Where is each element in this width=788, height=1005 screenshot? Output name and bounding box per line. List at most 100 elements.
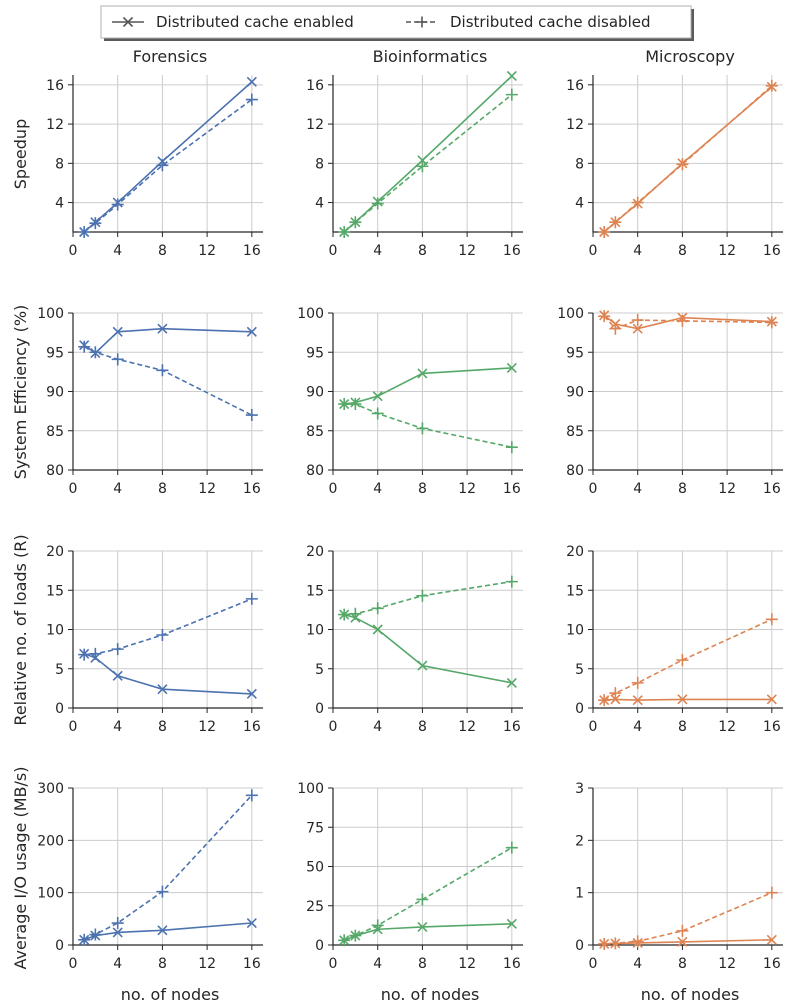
data-point-plus-marker — [631, 196, 644, 209]
data-point-plus-marker — [89, 217, 102, 230]
data-point-plus-marker — [598, 937, 611, 950]
data-point-plus-marker — [371, 602, 384, 615]
data-point-x-marker — [677, 936, 688, 947]
y-tick-label: 50 — [306, 860, 324, 876]
row-label-loads: Relative no. of loads (R) — [11, 534, 30, 725]
x-tick-label: 16 — [503, 481, 521, 497]
y-tick-label: 15 — [306, 583, 324, 599]
legend-enabled-label: Distributed cache enabled — [156, 13, 354, 31]
data-point-plus-marker — [78, 648, 91, 661]
x-tick-label: 4 — [113, 719, 122, 735]
data-point-plus-marker — [371, 197, 384, 210]
x-tick-label: 8 — [158, 481, 167, 497]
y-tick-label: 95 — [566, 345, 584, 361]
data-point-plus-marker — [598, 694, 611, 707]
data-point-plus-marker — [416, 893, 429, 906]
row-label-speedup: Speedup — [11, 119, 30, 189]
column-title-forensics: Forensics — [133, 47, 208, 66]
x-tick-label: 0 — [589, 719, 598, 735]
y-tick-label: 100 — [37, 886, 64, 902]
y-tick-label: 85 — [306, 424, 324, 440]
y-tick-label: 4 — [315, 196, 324, 212]
data-point-plus-marker — [676, 158, 689, 171]
x-tick-label: 0 — [69, 956, 78, 972]
x-tick-label: 8 — [678, 956, 687, 972]
x-tick-label: 8 — [418, 956, 427, 972]
data-point-x-marker — [632, 695, 643, 706]
data-point-plus-marker — [765, 886, 778, 899]
series-line-cache-disabled — [83, 346, 253, 416]
y-tick-label: 80 — [306, 463, 324, 479]
x-tick-label: 0 — [329, 481, 338, 497]
data-point-plus-marker — [156, 628, 169, 641]
y-tick-label: 12 — [566, 117, 584, 133]
data-point-plus-marker — [505, 441, 518, 454]
x-tick-label: 4 — [373, 243, 382, 259]
y-tick-label: 8 — [575, 156, 584, 172]
y-tick-label: 20 — [46, 544, 64, 560]
data-point-plus-marker — [765, 613, 778, 626]
data-point-x-marker — [246, 917, 257, 929]
legend-x-marker-icon — [122, 16, 134, 28]
data-point-x-marker — [372, 624, 383, 635]
x-tick-label: 4 — [373, 481, 382, 497]
series-line-cache-disabled — [344, 403, 512, 448]
panel-3-0: 0 4 8 12 16 0 100 200 300 — [37, 781, 263, 972]
y-tick-label: 5 — [55, 662, 64, 678]
x-tick-label: 12 — [198, 956, 216, 972]
x-tick-label: 0 — [589, 243, 598, 259]
x-tick-label: 4 — [373, 719, 382, 735]
y-tick-label: 100 — [297, 306, 324, 322]
x-tick-label: 16 — [763, 719, 781, 735]
data-point-x-marker — [610, 694, 621, 705]
y-tick-label: 85 — [46, 424, 64, 440]
y-tick-label: 5 — [575, 662, 584, 678]
data-point-x-marker — [506, 677, 517, 688]
series-line-cache-enabled — [343, 923, 512, 942]
y-tick-label: 100 — [37, 306, 64, 322]
x-tick-label: 16 — [243, 481, 261, 497]
series-line-cache-enabled — [344, 367, 512, 405]
x-tick-label: 4 — [633, 719, 642, 735]
data-point-x-marker — [417, 921, 428, 933]
x-tick-label: 8 — [158, 243, 167, 259]
data-point-plus-marker — [609, 687, 622, 700]
x-tick-label: 16 — [763, 481, 781, 497]
data-point-plus-marker — [676, 654, 689, 667]
y-tick-label: 8 — [55, 156, 64, 172]
y-tick-label: 300 — [37, 781, 64, 797]
data-point-x-marker — [417, 368, 428, 379]
y-tick-label: 100 — [557, 306, 584, 322]
y-tick-label: 80 — [46, 463, 64, 479]
data-point-x-marker — [632, 323, 643, 334]
x-tick-label: 0 — [589, 481, 598, 497]
x-tick-label: 4 — [113, 481, 122, 497]
x-tick-label: 16 — [503, 719, 521, 735]
x-tick-label: 4 — [373, 956, 382, 972]
y-tick-label: 0 — [55, 938, 64, 954]
data-point-plus-marker — [338, 226, 351, 238]
panel-2-2: 0 4 8 12 16 0 5 10 15 20 — [566, 544, 783, 735]
data-point-plus-marker — [78, 226, 91, 238]
x-tick-label: 12 — [718, 719, 736, 735]
data-point-plus-marker — [245, 409, 258, 422]
y-tick-label: 8 — [315, 156, 324, 172]
data-point-x-marker — [112, 927, 123, 938]
data-point-plus-marker — [631, 935, 644, 948]
y-tick-label: 2 — [575, 833, 584, 849]
data-point-x-marker — [157, 684, 168, 695]
data-point-plus-marker — [89, 928, 102, 941]
data-point-plus-marker — [245, 592, 258, 605]
y-tick-label: 12 — [46, 117, 64, 133]
x-tick-label: 0 — [329, 719, 338, 735]
data-point-plus-marker — [371, 407, 384, 420]
x-tick-label: 8 — [418, 719, 427, 735]
y-tick-label: 4 — [575, 196, 584, 212]
panel-0-2: 0 4 8 12 16 4 8 12 16 — [566, 75, 783, 259]
data-point-x-marker — [766, 694, 777, 705]
y-tick-label: 95 — [46, 345, 64, 361]
legend-box — [100, 5, 692, 39]
series-line-cache-enabled — [343, 75, 513, 233]
panel-0-1: 0 4 8 12 16 4 8 12 16 — [306, 70, 523, 259]
